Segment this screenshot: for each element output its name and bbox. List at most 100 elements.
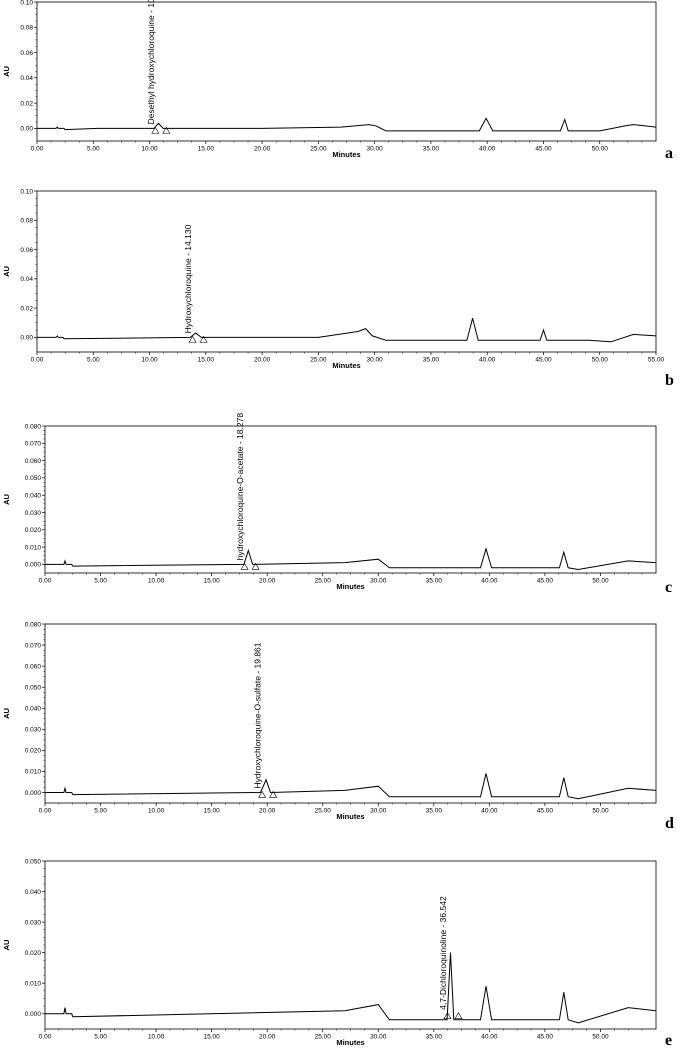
y-tick-label: 0.020	[25, 748, 42, 755]
x-tick-label: 20.00	[259, 1034, 276, 1041]
peak-end-marker	[454, 1012, 463, 1020]
x-tick-label: 10.00	[148, 808, 165, 815]
plot-frame	[44, 860, 657, 1030]
peak-end-marker	[162, 126, 171, 134]
y-tick-label: 0.00	[20, 335, 33, 342]
y-tick-label: 0.010	[25, 980, 42, 987]
y-tick-label: 0.020	[25, 527, 42, 534]
peak-start-marker	[151, 126, 160, 134]
x-tick-label: 40.00	[479, 357, 496, 364]
y-tick-label: 0.06	[20, 50, 33, 57]
x-tick-label: 5.00	[94, 1034, 107, 1041]
x-tick-label: 20.00	[259, 808, 276, 815]
x-tick-label: 0.00	[31, 146, 44, 153]
x-tick-label: 30.00	[366, 146, 383, 153]
x-tick-label: 45.00	[535, 146, 552, 153]
y-tick-label: 0.060	[25, 663, 42, 670]
y-tick-label: 0.070	[25, 441, 42, 448]
x-tick-label: 0.00	[39, 578, 52, 585]
y-tick-label: 0.04	[20, 276, 33, 283]
x-tick-label: 0.00	[31, 357, 44, 364]
peak-end-marker	[199, 335, 208, 343]
x-tick-label: 10.00	[148, 578, 165, 585]
y-tick-label: 0.040	[25, 889, 42, 896]
x-tick-label: 10.00	[148, 1034, 165, 1041]
peak-annotation-label: 4,7-Dichloroquinoline - 36.542	[438, 896, 448, 1010]
x-tick-label: 55.00	[648, 357, 665, 364]
x-tick-label: 45.00	[535, 357, 552, 364]
peak-annotation-label: Desethyl hydroxychloroquine - 10.822	[146, 0, 156, 124]
y-tick-label: 0.010	[25, 769, 42, 776]
x-tick-label: 40.00	[479, 146, 496, 153]
peak-start-marker	[258, 790, 267, 798]
x-tick-label: 50.00	[592, 146, 609, 153]
x-tick-label: 45.00	[537, 1034, 554, 1041]
x-tick-label: 20.00	[259, 578, 276, 585]
plot-frame	[36, 190, 657, 353]
y-axis-title: AU	[2, 494, 11, 505]
y-tick-label: 0.030	[25, 510, 42, 517]
x-tick-label: 30.00	[366, 357, 383, 364]
plot-frame	[36, 1, 657, 142]
x-axis-title: Minutes	[336, 1038, 364, 1047]
x-tick-label: 15.00	[203, 1034, 220, 1041]
x-tick-label: 5.00	[94, 578, 107, 585]
x-tick-label: 30.00	[370, 808, 387, 815]
y-tick-label: 0.060	[25, 458, 42, 465]
x-tick-label: 35.00	[426, 578, 443, 585]
chart-panel-a: 0.00 0.02 0.04 0.06 0.08 0.10 0.00 5.00 10.00 15.…	[2, 0, 673, 162]
y-tick-label: 0.08	[20, 218, 33, 225]
x-tick-label: 15.00	[203, 578, 220, 585]
peak-start-marker	[240, 562, 249, 570]
y-tick-label: 0.050	[25, 475, 42, 482]
y-tick-label: 0.02	[20, 305, 33, 312]
y-tick-label: 0.040	[25, 492, 42, 499]
y-tick-label: 0.10	[20, 188, 33, 195]
x-tick-label: 15.00	[198, 146, 215, 153]
x-axis-title: Minutes	[336, 812, 364, 821]
panel-label: e	[665, 1032, 672, 1049]
x-tick-label: 15.00	[203, 808, 220, 815]
y-tick-label: 0.040	[25, 706, 42, 713]
x-tick-label: 25.00	[310, 357, 327, 364]
y-tick-label: 0.06	[20, 247, 33, 254]
x-tick-label: 40.00	[481, 578, 498, 585]
x-tick-label: 25.00	[310, 146, 327, 153]
x-tick-label: 20.00	[254, 146, 271, 153]
chart-panel-e: 0.000 0.010 0.020 0.030 0.040 0.050 0.00 5.00 10…	[2, 858, 672, 1049]
x-tick-label: 50.00	[592, 808, 609, 815]
x-axis-title: Minutes	[332, 361, 360, 370]
x-tick-label: 45.00	[537, 578, 554, 585]
peak-end-marker	[251, 562, 260, 570]
chart-panel-d: 0.000 0.010 0.020 0.030 0.040 0.050 0.060 0.070…	[2, 621, 674, 832]
y-tick-label: 0.000	[25, 562, 42, 569]
y-tick-label: 0.080	[25, 621, 42, 628]
y-tick-label: 0.04	[20, 75, 33, 82]
plot-frame	[44, 623, 657, 804]
y-tick-label: 0.020	[25, 950, 42, 957]
x-tick-label: 5.00	[94, 808, 107, 815]
y-tick-label: 0.050	[25, 684, 42, 691]
panel-label: b	[665, 372, 674, 389]
x-tick-label: 45.00	[537, 808, 554, 815]
x-tick-label: 40.00	[481, 808, 498, 815]
chromatogram-trace	[37, 318, 657, 343]
x-tick-label: 35.00	[423, 357, 440, 364]
peak-annotation-label: Hydroxychloroquine-O-sulfate - 19.861	[253, 642, 263, 788]
x-tick-label: 30.00	[370, 1034, 387, 1041]
y-tick-label: 0.050	[25, 858, 42, 865]
x-tick-label: 20.00	[254, 357, 271, 364]
y-tick-label: 0.000	[25, 790, 42, 797]
panel-label: a	[665, 145, 673, 162]
x-tick-label: 5.00	[87, 146, 100, 153]
y-tick-label: 0.000	[25, 1011, 42, 1018]
x-axis-title: Minutes	[336, 582, 364, 591]
chart-panel-c: 0.000 0.010 0.020 0.030 0.040 0.050 0.060 0.070…	[2, 413, 672, 596]
chart-panel-b: 0.00 0.02 0.04 0.06 0.08 0.10 0.00 5.00 10.00 15.…	[2, 188, 674, 389]
x-tick-label: 35.00	[426, 808, 443, 815]
x-tick-label: 50.00	[592, 578, 609, 585]
x-tick-label: 10.00	[141, 146, 158, 153]
x-axis-title: Minutes	[332, 150, 360, 159]
x-tick-label: 0.00	[39, 1034, 52, 1041]
